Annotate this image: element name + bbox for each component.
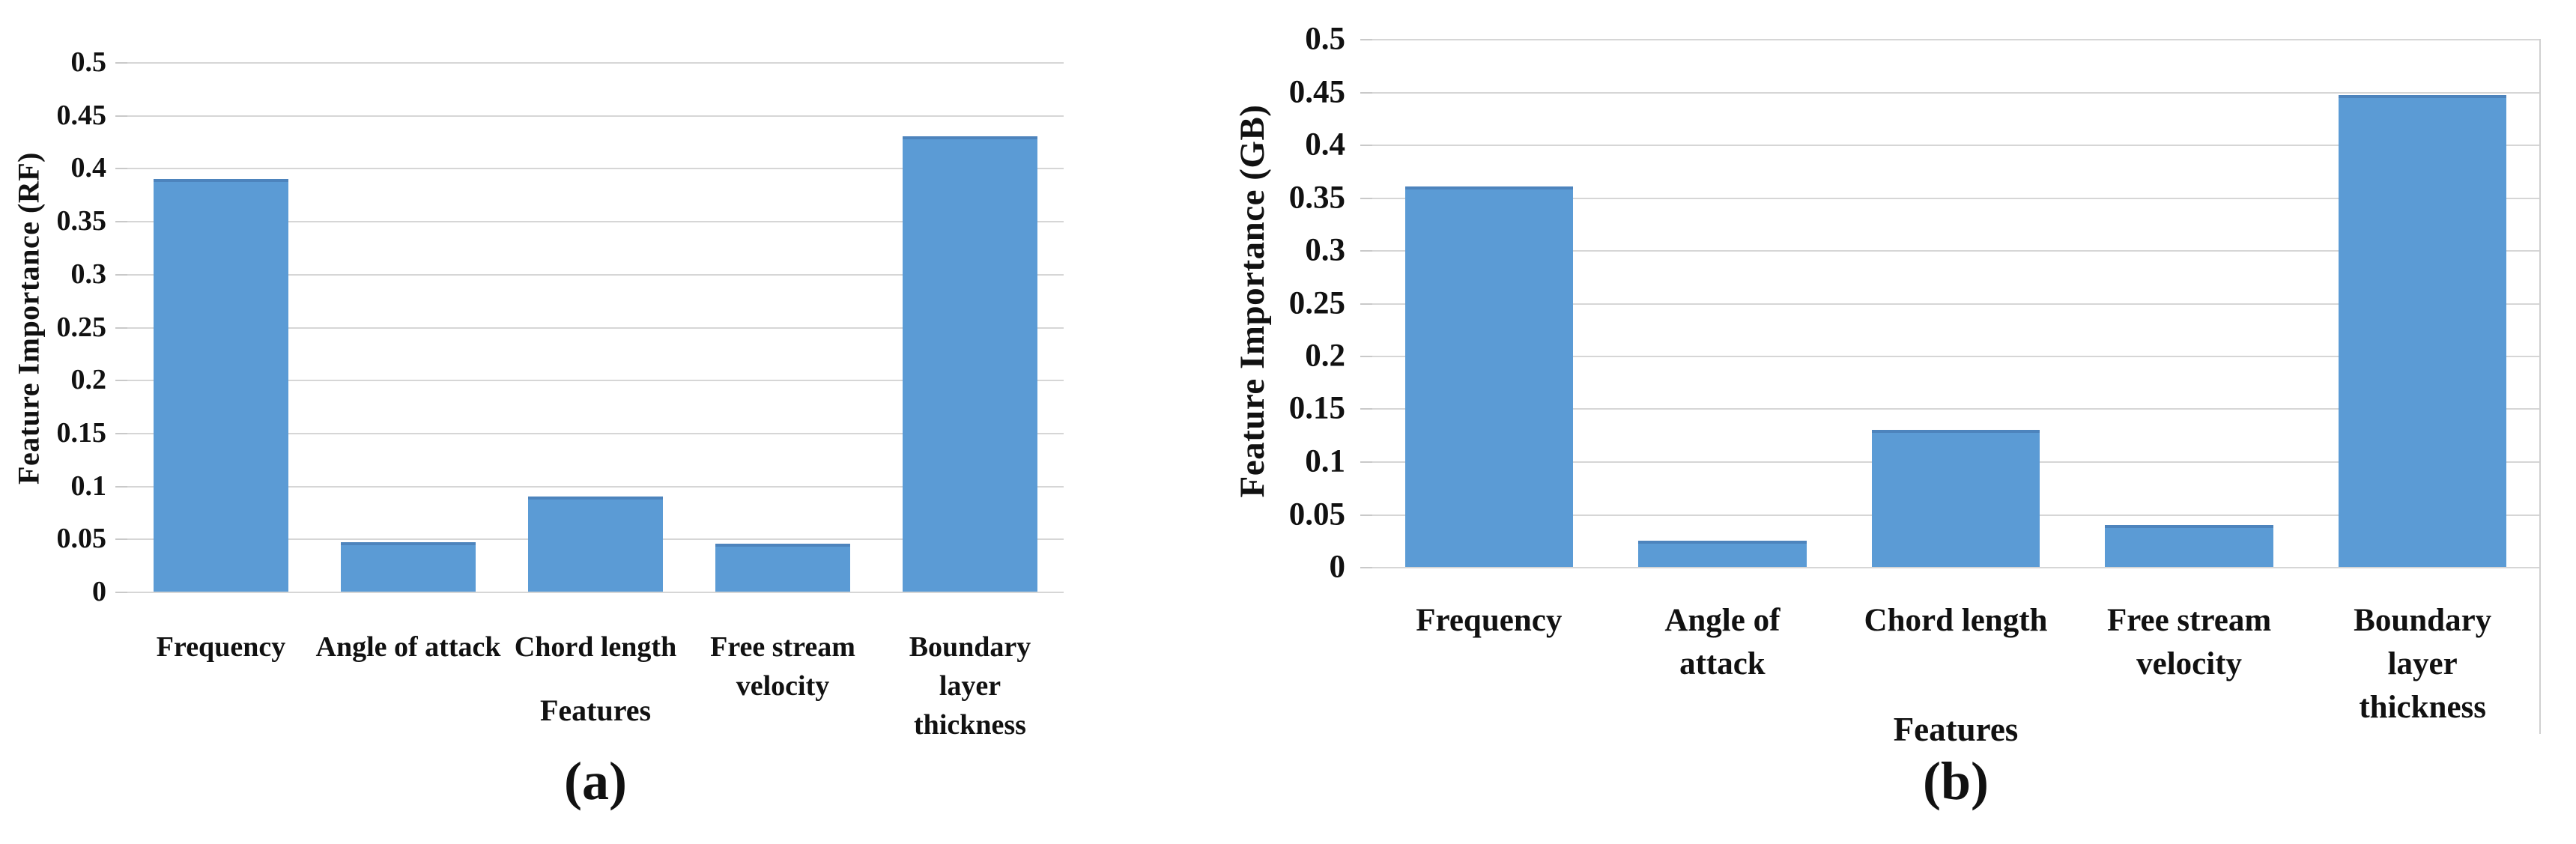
bar-slot <box>2306 39 2539 567</box>
y-tick-label: 0.05 <box>1288 497 1345 532</box>
category-label: Free stream velocity <box>710 631 855 702</box>
y-tick-label: 0.4 <box>1305 127 1345 163</box>
bar-slot <box>315 62 502 592</box>
plot-right-edge-line <box>2539 39 2541 734</box>
bar-chord <box>528 497 663 592</box>
y-tick-label: 0.15 <box>1288 390 1345 426</box>
gridline <box>115 62 1064 64</box>
category-label: Frequency <box>1416 603 1563 638</box>
gridline <box>115 274 1064 276</box>
y-tick-label: 0.5 <box>70 46 107 78</box>
y-axis-tick-labels: 0.5 0.45 0.4 0.35 0.3 0.25 0.2 0.15 0.1 0.05 0 <box>1236 22 1350 585</box>
gridline <box>115 592 1064 593</box>
y-tick-label: 0.35 <box>56 205 107 237</box>
gridline <box>115 221 1064 222</box>
bar-free <box>2105 525 2273 567</box>
category-label: Angle of attack <box>1664 603 1781 681</box>
y-tick-label: 0.15 <box>56 417 107 449</box>
bar-angle <box>341 542 476 592</box>
bar-slot <box>502 62 689 592</box>
panel-caption: (a) <box>564 751 627 811</box>
category-label: Boundary layer thickness <box>909 631 1031 741</box>
y-tick-label: 0.45 <box>56 100 107 131</box>
bar-series <box>1372 39 2539 567</box>
x-category-labels: Frequency Angle of attack Chord length Free… <box>1372 599 2539 729</box>
x-axis-title: Features <box>1893 711 2019 748</box>
bar-boundary <box>903 136 1037 592</box>
y-tick-label: 0 <box>92 576 106 607</box>
panel-caption: (b) <box>1923 751 1989 811</box>
y-tick-label: 0.5 <box>1305 21 1345 57</box>
category-label: Angle of attack <box>315 631 501 663</box>
category-label: Chord length <box>1864 603 2048 638</box>
bar-frequency <box>154 179 288 592</box>
bar-boundary <box>2339 95 2507 567</box>
bar-free <box>715 544 850 592</box>
bar-slot <box>689 62 876 592</box>
bar-slot <box>2073 39 2306 567</box>
bar-slot <box>876 62 1064 592</box>
gridline <box>1360 408 2539 410</box>
y-axis-tick-labels: 0.5 0.45 0.4 0.35 0.3 0.25 0.2 0.15 0.1 0.05 0 <box>0 46 111 607</box>
x-axis-title: Features <box>539 693 652 727</box>
gridline <box>1360 92 2539 94</box>
y-tick-label: 0.25 <box>56 312 107 343</box>
y-tick-label: 0.45 <box>1288 74 1345 110</box>
category-label: Boundary layer thickness <box>2354 603 2492 725</box>
y-tick-label: 0.3 <box>1305 232 1345 268</box>
category-label: Frequency <box>156 631 286 663</box>
gridline <box>1360 567 2539 568</box>
gridline <box>1360 303 2539 305</box>
gridline <box>1360 250 2539 252</box>
y-tick-label: 0.35 <box>1288 180 1345 216</box>
gridline <box>1360 198 2539 199</box>
gridline <box>115 433 1064 434</box>
y-tick-label: 0 <box>1329 549 1346 585</box>
bar-slot <box>1839 39 2073 567</box>
y-tick-label: 0.4 <box>70 152 107 183</box>
bar-series <box>127 62 1064 592</box>
y-tick-label: 0.1 <box>1305 443 1345 479</box>
category-label: Free stream velocity <box>2106 603 2272 681</box>
gridline <box>115 115 1064 117</box>
y-tick-label: 0.2 <box>70 364 107 395</box>
category-label: Chord length <box>514 631 677 663</box>
y-tick-label: 0.1 <box>70 470 107 502</box>
bar-angle <box>1638 541 1807 567</box>
plot-area <box>1360 39 2539 568</box>
gridline <box>115 327 1064 329</box>
gridline <box>1360 356 2539 357</box>
gridline <box>115 168 1064 169</box>
bar-chord <box>1871 430 2040 567</box>
y-tick-label: 0.3 <box>70 258 107 290</box>
bar-slot <box>1606 39 1840 567</box>
gridline <box>115 486 1064 488</box>
y-tick-label: 0.05 <box>56 523 107 554</box>
bar-slot <box>127 62 315 592</box>
gridline <box>1360 39 2539 40</box>
y-tick-label: 0.2 <box>1305 338 1345 374</box>
bar-slot <box>1372 39 1606 567</box>
bar-frequency <box>1404 186 1573 567</box>
plot-area <box>115 62 1064 593</box>
x-category-labels: Frequency Angle of attack Chord length Free… <box>127 628 1064 744</box>
y-tick-label: 0.25 <box>1288 285 1345 321</box>
gridline <box>115 380 1064 381</box>
gridline <box>1360 145 2539 146</box>
